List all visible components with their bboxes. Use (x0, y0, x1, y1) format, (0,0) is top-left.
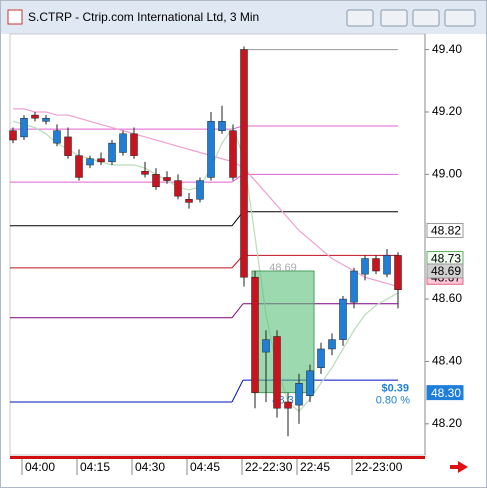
candle-body (196, 180, 204, 200)
candle-body (152, 174, 160, 188)
price-marker (426, 385, 464, 401)
x-tick-label: 22-22:30 (245, 460, 293, 474)
candle-body (207, 121, 215, 178)
candle-body (284, 401, 292, 409)
plot-area (9, 33, 426, 456)
candle-body (372, 258, 380, 272)
candle-body (119, 133, 127, 153)
candle-body (383, 255, 391, 275)
level-step (231, 303, 244, 319)
candle-body (251, 276, 259, 393)
candle-body (185, 199, 193, 203)
moving-average (12, 120, 399, 413)
y-tick-label: 48.60 (432, 291, 462, 305)
range-change-label: $0.39 (381, 383, 409, 395)
scroll-arrow[interactable] (450, 461, 468, 473)
candle-body (163, 177, 171, 181)
candle-body (262, 339, 270, 353)
price-marker-label: 48.82 (431, 224, 461, 238)
price-marker-label: 48.73 (431, 252, 461, 266)
candle-body (86, 158, 94, 166)
minimize-button[interactable] (380, 9, 408, 27)
candle-body (240, 49, 248, 278)
candle-body (229, 130, 237, 178)
candle-body (328, 339, 336, 350)
candle-body (361, 258, 369, 275)
candle-body (339, 298, 347, 340)
moving-average (13, 108, 399, 288)
candle-body (306, 370, 314, 396)
level-step (231, 379, 244, 403)
x-tick-label: 22:45 (300, 460, 330, 474)
candle-body (64, 136, 72, 156)
y-tick-label: 48.20 (432, 416, 462, 430)
x-tick-label: 04:30 (135, 460, 165, 474)
price-marker-label: 48.30 (431, 386, 461, 400)
price-marker (426, 263, 464, 279)
close-button[interactable] (444, 9, 476, 27)
candle-body (130, 133, 138, 156)
candle-body (141, 170, 149, 175)
price-marker-label: 48.69 (431, 264, 461, 278)
range-box (251, 270, 315, 394)
x-tick-label: 04:45 (190, 460, 220, 474)
candle-body (75, 155, 83, 178)
candle-body (350, 270, 358, 303)
x-tick-label: 04:00 (25, 460, 55, 474)
candle-body (20, 117, 28, 138)
candle-body (317, 348, 325, 368)
candle-body (394, 255, 402, 290)
candle-body (9, 130, 17, 141)
candle-body (53, 130, 61, 144)
link-button[interactable] (346, 9, 374, 27)
candle-body (97, 158, 105, 163)
candle-body (108, 142, 116, 163)
maximize-button[interactable] (412, 9, 440, 27)
y-tick-label: 49.00 (432, 167, 462, 181)
range-start-label: 48.69 (269, 262, 297, 274)
candle-body (218, 121, 226, 131)
candle-body (273, 336, 281, 409)
y-tick-label: 49.40 (432, 42, 462, 56)
y-tick-label: 49.20 (432, 104, 462, 118)
candle-body (42, 117, 50, 122)
x-tick-label: 22-23:00 (355, 460, 403, 474)
time-bar (10, 456, 425, 459)
y-tick-label: 48.40 (432, 354, 462, 368)
candle-body (174, 180, 182, 197)
price-marker (426, 222, 464, 238)
window-title: S.CTRP - Ctrip.com International Ltd, 3 … (28, 10, 259, 24)
app-icon (7, 9, 23, 25)
range-percent-label: 0.80 % (376, 395, 410, 407)
candle-body (31, 114, 39, 119)
candle-body (295, 383, 303, 406)
x-tick-label: 04:15 (80, 460, 110, 474)
